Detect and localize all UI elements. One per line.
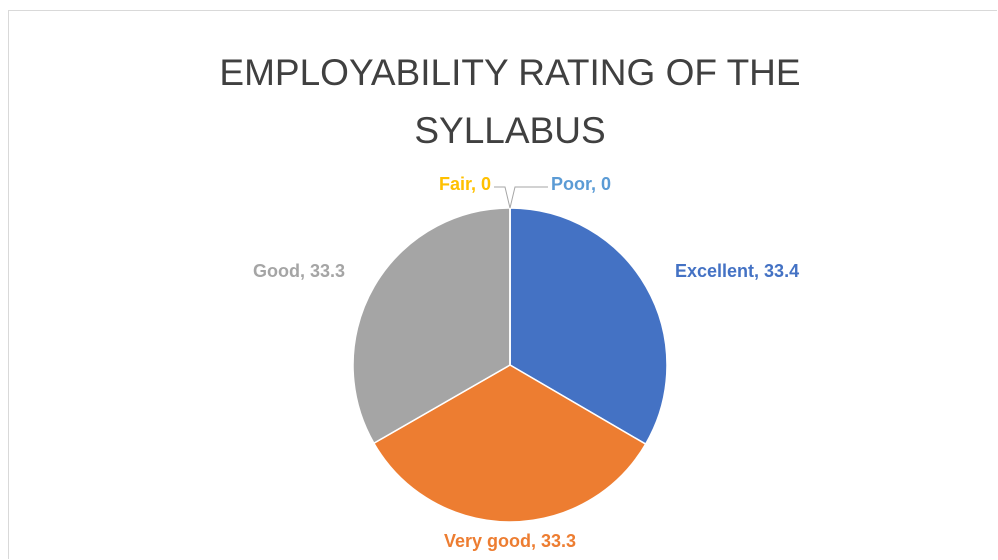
chart-frame bbox=[8, 10, 997, 559]
data-label: Poor, 0 bbox=[551, 174, 611, 194]
leader-line bbox=[494, 186, 511, 209]
pie-slice bbox=[352, 207, 511, 445]
chart-title: EMPLOYABILITY RATING OF THE SYLLABUS bbox=[219, 52, 801, 151]
data-label: Good, 33.3 bbox=[253, 261, 345, 281]
pie-slice bbox=[509, 207, 668, 446]
data-label: Excellent, 33.4 bbox=[675, 261, 799, 281]
leader-line bbox=[509, 186, 548, 209]
data-label: Very good, 33.3 bbox=[444, 531, 576, 551]
data-label: Fair, 0 bbox=[439, 174, 491, 194]
